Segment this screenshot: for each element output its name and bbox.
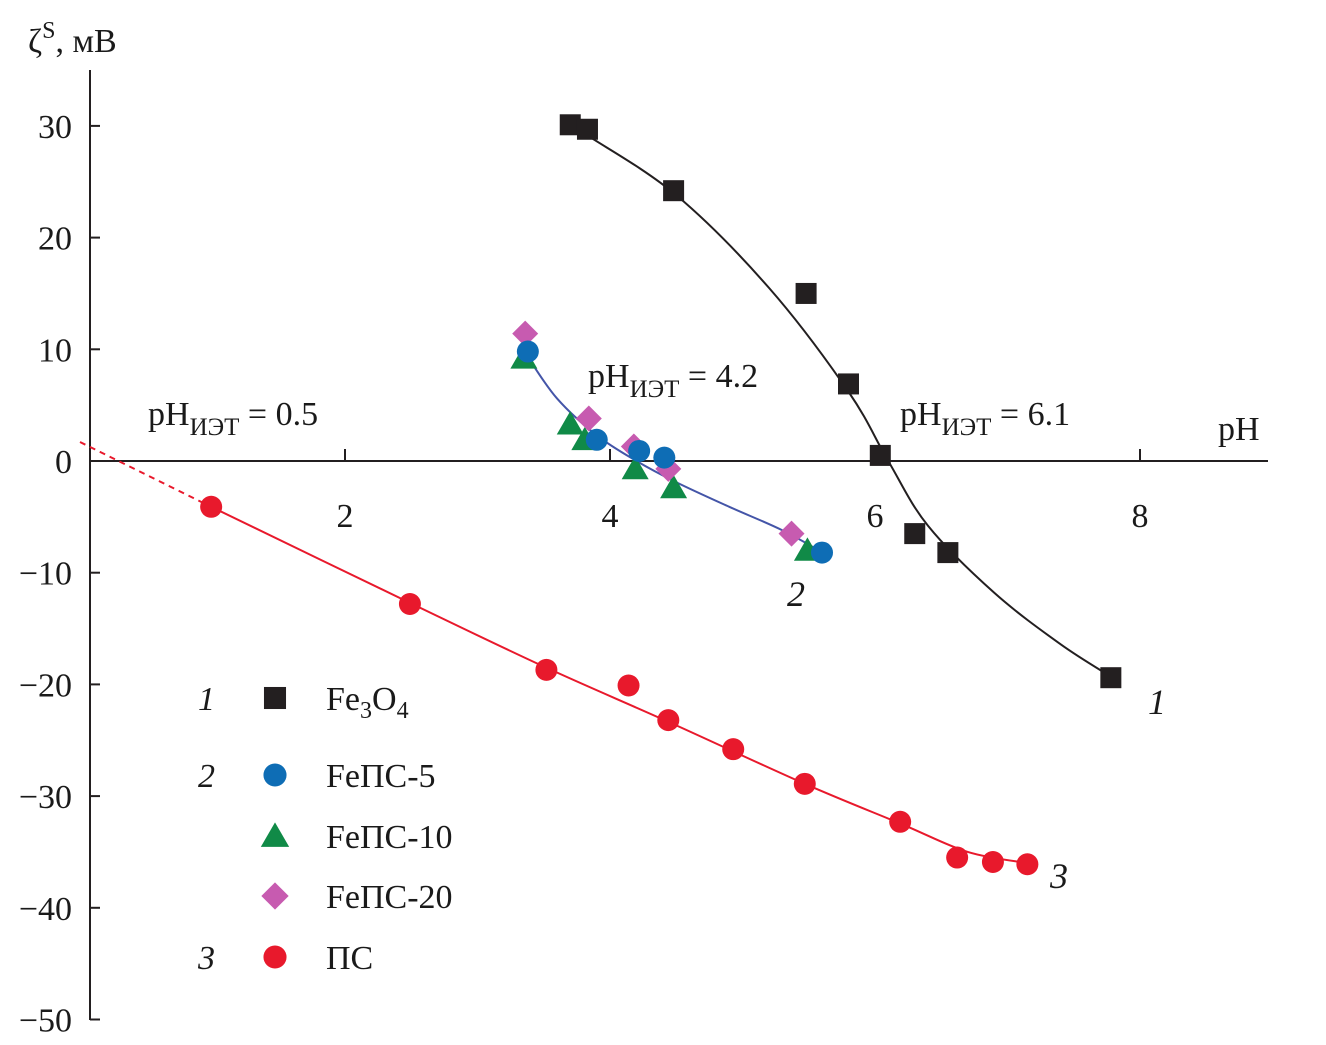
x-tick-label: 2 <box>337 498 354 535</box>
y-axis-title: ζS, мВ <box>28 18 117 60</box>
y-tick-label: −30 <box>19 779 72 816</box>
data-point-fe3o4 <box>869 444 891 466</box>
legend-marker <box>263 763 287 787</box>
data-point-feps10 <box>556 411 584 435</box>
data-point-feps5 <box>653 446 676 469</box>
y-tick-label: 30 <box>38 109 72 146</box>
y-tick-label: 20 <box>38 221 72 258</box>
data-point-feps5 <box>811 541 833 564</box>
curve-label-1: 1 <box>1148 682 1166 722</box>
legend-marker <box>260 822 290 847</box>
data-point-ps <box>657 709 680 732</box>
y-tick-label: 10 <box>38 332 72 369</box>
legend-marker <box>261 882 289 910</box>
data-point-feps5 <box>628 439 651 462</box>
legend-label: Fe3O4 <box>326 681 409 724</box>
data-point-fe3o4 <box>559 114 581 136</box>
data-point-feps5 <box>585 428 608 451</box>
legend: 1 Fe3O4 2 FeПС-5 FeПС-10 FeПС-20 3 ПС <box>197 681 453 977</box>
iep-annotation: pHИЭТ = 0.5 <box>148 396 318 441</box>
y-tick-label: −40 <box>19 891 72 928</box>
data-point-fe3o4 <box>795 282 817 304</box>
data-point-ps <box>1016 853 1039 876</box>
data-point-ps <box>889 810 912 833</box>
y-tick-label: 0 <box>55 444 72 481</box>
data-point-ps <box>617 674 640 697</box>
fit-curve-fe3o4 <box>589 136 1112 678</box>
iep-annotation: pHИЭТ = 4.2 <box>588 358 758 403</box>
data-point-fe3o4 <box>1100 667 1122 689</box>
data-point-ps <box>793 772 816 795</box>
legend-marker <box>263 686 287 710</box>
axes: 30 20 10 0 −10 −20 −30 −40 −50 2 4 6 8 ζS, мВ pH <box>19 18 1268 1040</box>
data-point-feps20 <box>575 405 602 432</box>
fit-curve-feps20 <box>527 356 826 555</box>
y-tick-label: −20 <box>19 667 72 704</box>
data-point-feps10 <box>660 474 688 499</box>
fit-curves <box>79 136 1112 865</box>
x-axis-title: pH <box>1218 411 1260 448</box>
data-point-ps <box>535 658 558 681</box>
data-point-fe3o4 <box>937 542 959 564</box>
annotations: pHИЭТ = 0.5 pHИЭТ = 4.2 pHИЭТ = 6.1 1 2 3 <box>148 358 1166 896</box>
y-tick-label: −50 <box>19 1003 72 1040</box>
data-points <box>200 114 1122 876</box>
data-point-feps10 <box>621 455 649 480</box>
extrapolation-line-ps <box>79 441 212 508</box>
data-point-ps <box>981 851 1004 874</box>
data-point-fe3o4 <box>576 118 598 140</box>
data-point-ps <box>398 592 421 615</box>
iep-annotation: pHИЭТ = 6.1 <box>900 396 1070 441</box>
x-tick-label: 8 <box>1132 498 1149 535</box>
x-tick-label: 4 <box>602 498 619 535</box>
legend-number: 3 <box>197 940 215 977</box>
y-tick-label: −10 <box>19 556 72 593</box>
legend-label: FeПС-5 <box>326 758 436 795</box>
data-point-feps20 <box>512 320 539 347</box>
data-point-fe3o4 <box>838 373 859 395</box>
legend-marker <box>263 945 287 969</box>
legend-label: ПС <box>326 940 373 977</box>
data-point-fe3o4 <box>663 180 685 202</box>
legend-number: 2 <box>198 758 215 795</box>
data-point-ps <box>722 738 745 761</box>
legend-number: 1 <box>198 681 215 718</box>
curve-label-2: 2 <box>787 574 805 614</box>
legend-label: FeПС-20 <box>326 879 453 916</box>
data-point-ps <box>946 846 969 869</box>
data-point-ps <box>200 495 223 518</box>
data-point-fe3o4 <box>904 523 926 545</box>
x-tick-label: 6 <box>867 498 884 535</box>
data-point-feps5 <box>516 340 539 363</box>
curve-label-3: 3 <box>1049 856 1068 896</box>
data-point-feps20 <box>778 520 805 547</box>
legend-label: FeПС-10 <box>326 819 453 856</box>
